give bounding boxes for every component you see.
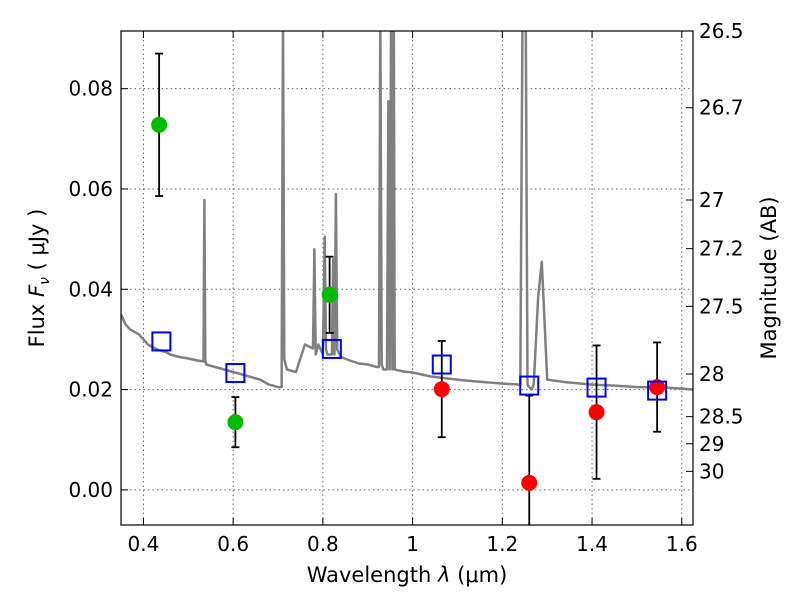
x-tick-label: 0.8 (307, 532, 339, 556)
x-axis-label: Wavelength λ (μm) (307, 563, 508, 587)
model-flux-square (519, 375, 540, 396)
model-flux-square (225, 363, 246, 384)
y2-tick-label: 27 (699, 188, 724, 212)
model-flux-square (647, 380, 668, 401)
y2-tick-label: 26.5 (699, 19, 744, 43)
x-tick-label: 1 (406, 532, 419, 556)
photometry-point (151, 116, 168, 133)
y2-tick-label: 26.7 (699, 96, 744, 120)
model-flux-square (151, 331, 172, 352)
photometry-point (227, 414, 244, 431)
y-tick-label: 0.04 (68, 277, 113, 301)
y2-tick-label: 28.5 (699, 405, 744, 429)
y2-tick-label: 27.5 (699, 294, 744, 318)
grid (121, 31, 693, 525)
y2-tick-label: 28 (699, 362, 724, 386)
x-tick-label: 1.6 (666, 532, 698, 556)
plot-area (121, 31, 693, 525)
y2-axis-label: Magnitude (AB) (757, 196, 781, 359)
y-tick-label: 0.06 (68, 177, 113, 201)
x-tick-label: 0.4 (128, 532, 160, 556)
photometry-point (321, 286, 338, 303)
model-flux-square (586, 377, 607, 398)
photometry-point (649, 379, 666, 396)
y2-tick-label: 30 (699, 459, 724, 483)
y-tick-label: 0.08 (68, 77, 113, 101)
photometry-point (521, 474, 538, 491)
plot-frame (120, 30, 694, 526)
photometry-point (588, 404, 605, 421)
y-tick-label: 0.00 (68, 478, 113, 502)
y2-tick-label: 29 (699, 432, 724, 456)
x-tick-label: 1.4 (576, 532, 608, 556)
y-tick-label: 0.02 (68, 378, 113, 402)
x-tick-label: 0.6 (217, 532, 249, 556)
model-flux-square (431, 354, 452, 375)
ticks: 0.4 0.6 0.8 1 1.2 1.4 1.6 0.00 0.02 0.04 0.06 0.08 2… (68, 19, 743, 556)
spectrum-line (121, 31, 693, 391)
y2-tick-label: 27.2 (699, 237, 744, 261)
photometry-point (433, 381, 450, 398)
x-tick-label: 1.2 (486, 532, 518, 556)
model-flux-square (321, 338, 342, 359)
y-axis-label: Flux Fν ( μJy ) (25, 209, 53, 348)
